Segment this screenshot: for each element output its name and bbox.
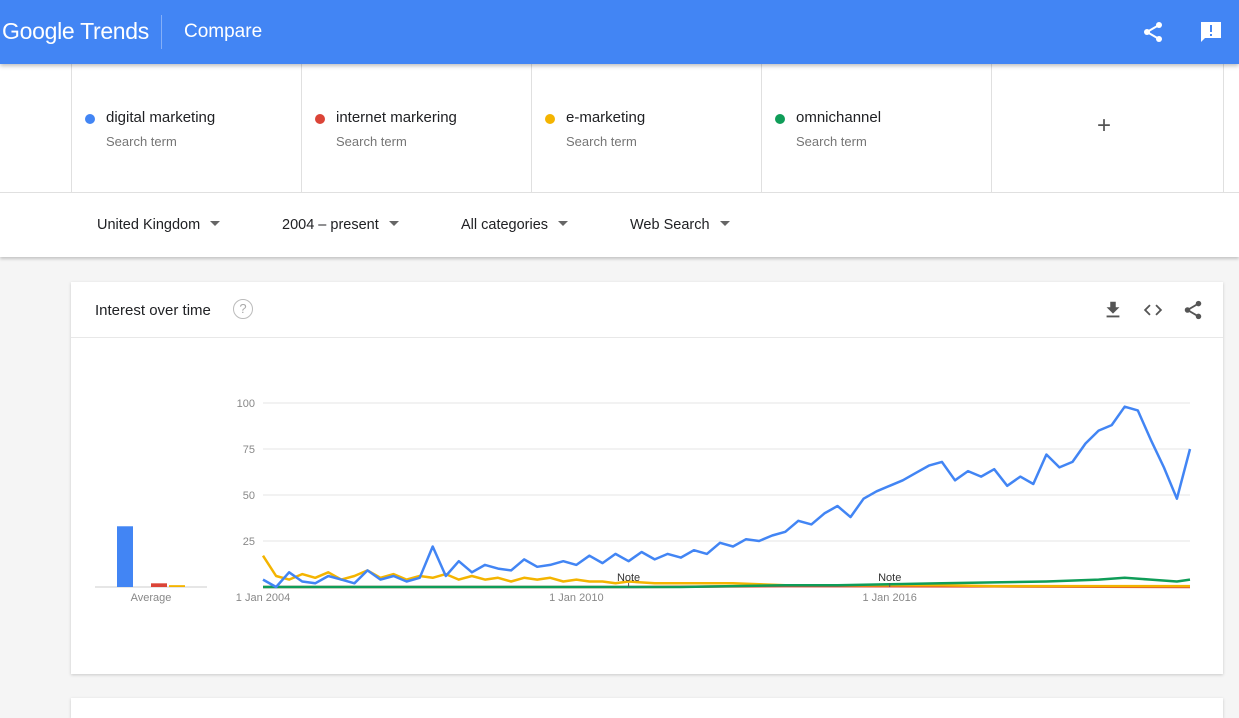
card-title: Interest over time (95, 302, 211, 319)
chart-series-lines (261, 405, 1192, 589)
top-app-bar: Google Trends Compare (0, 0, 1239, 64)
add-term-button[interactable]: + (991, 64, 1224, 192)
search-term-name: digital marketing (106, 109, 216, 126)
x-tick-label: 1 Jan 2016 (862, 592, 916, 604)
series-line (262, 405, 1192, 589)
average-bars (95, 526, 207, 588)
series-color-dot (545, 114, 555, 124)
interest-over-time-card: Interest over time ? 25 50 75 100 1 Jan 2004… (71, 282, 1223, 674)
share-icon[interactable] (1182, 299, 1204, 321)
average-bar (117, 526, 133, 587)
search-type-value: Web Search (630, 217, 710, 233)
header-divider (161, 15, 162, 49)
feedback-icon[interactable] (1199, 20, 1223, 44)
google-trends-logo[interactable]: Google Trends (2, 18, 149, 45)
page-title: Compare (184, 21, 263, 42)
search-term-2[interactable]: internet markering Search term (301, 64, 532, 192)
search-term-name: internet markering (336, 109, 457, 126)
share-icon[interactable] (1141, 20, 1165, 44)
next-card (71, 698, 1223, 718)
time-range-value: 2004 – present (282, 217, 379, 233)
dropdown-arrow-icon (388, 220, 399, 226)
category-value: All categories (461, 217, 549, 233)
logo-trends-text: Trends (80, 18, 149, 44)
search-term-3[interactable]: e-marketing Search term (531, 64, 762, 192)
series-line (263, 576, 1191, 589)
y-tick-label: 75 (243, 444, 255, 456)
chart-labels: 25 50 75 100 1 Jan 2004 1 Jan 2010 1 Jan 2016 A… (131, 398, 917, 604)
search-term-1[interactable]: digital marketing Search term (71, 64, 302, 192)
search-term-4[interactable]: omnichannel Search term (761, 64, 992, 192)
search-terms-row: digital marketing Search term internet m… (0, 64, 1239, 193)
dropdown-arrow-icon (719, 220, 730, 226)
search-term-type: Search term (336, 134, 407, 149)
logo-google-text: Google (2, 18, 75, 44)
search-term-type: Search term (566, 134, 637, 149)
note-label: Note (617, 572, 640, 584)
x-tick-label: 1 Jan 2010 (549, 592, 603, 604)
dropdown-arrow-icon (210, 220, 221, 226)
search-term-name: e-marketing (566, 109, 646, 126)
time-range-dropdown[interactable]: 2004 – present (282, 217, 399, 233)
series-color-dot (775, 114, 785, 124)
search-type-dropdown[interactable]: Web Search (630, 217, 730, 233)
dropdown-arrow-icon (558, 220, 569, 226)
search-term-name: omnichannel (796, 109, 882, 126)
embed-icon[interactable] (1142, 299, 1164, 321)
help-icon[interactable]: ? (233, 299, 253, 319)
y-tick-label: 100 (237, 398, 255, 410)
search-term-type: Search term (106, 134, 177, 149)
region-dropdown[interactable]: United Kingdom (97, 217, 221, 233)
card-header: Interest over time ? (71, 282, 1223, 338)
region-value: United Kingdom (97, 217, 201, 233)
filters-bar: United Kingdom 2004 – present All catego… (0, 193, 1239, 257)
x-tick-label: 1 Jan 2004 (236, 592, 290, 604)
search-term-type: Search term (796, 134, 867, 149)
chart-gridlines (263, 402, 1190, 588)
y-tick-label: 25 (243, 536, 255, 548)
note-label: Note (878, 572, 901, 584)
average-bar (151, 583, 167, 587)
interest-over-time-chart: 25 50 75 100 1 Jan 2004 1 Jan 2010 1 Jan 2016 A… (95, 398, 1192, 604)
download-icon[interactable] (1102, 299, 1124, 321)
average-bar (169, 585, 185, 587)
y-tick-label: 50 (243, 490, 255, 502)
category-dropdown[interactable]: All categories (461, 217, 569, 233)
plus-icon: + (1097, 112, 1112, 139)
series-color-dot (315, 114, 325, 124)
average-label: Average (131, 592, 172, 604)
series-color-dot (85, 114, 95, 124)
